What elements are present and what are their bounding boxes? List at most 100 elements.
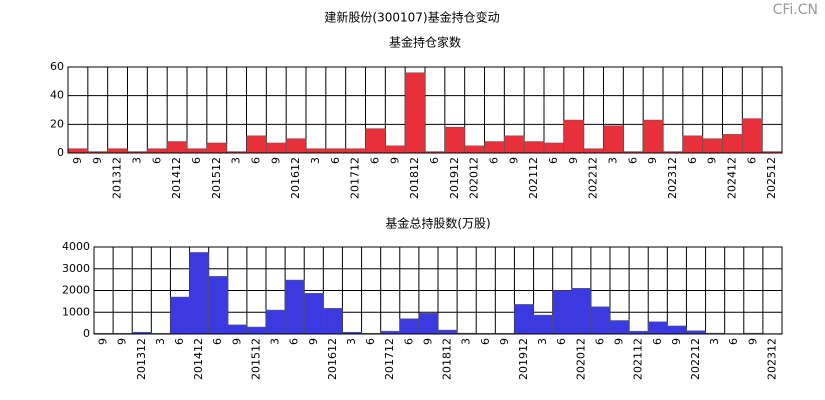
- x-tick-label: 6: [402, 338, 415, 345]
- x-tick-label: 6: [593, 338, 606, 345]
- x-tick-label: 6: [651, 338, 664, 345]
- plot-frame: [67, 66, 783, 154]
- x-tick-label: 202012: [574, 338, 587, 380]
- bar: [504, 135, 525, 154]
- x-tick-label: 201812: [408, 157, 421, 199]
- x-tick-label: 6: [211, 338, 224, 345]
- x-tick-label: 9: [670, 338, 683, 345]
- bar: [246, 135, 267, 154]
- x-tick-label: 9: [613, 338, 626, 345]
- bar: [590, 306, 611, 335]
- x-tick-label: 201912: [517, 338, 530, 380]
- x-tick-label: 201712: [349, 157, 362, 199]
- x-tick-label: 9: [71, 157, 84, 164]
- bar: [533, 314, 553, 335]
- x-tick-label: 6: [547, 157, 560, 164]
- x-tick-label: 201912: [448, 157, 461, 199]
- bar: [444, 126, 465, 154]
- x-tick-label: 9: [567, 157, 580, 164]
- bar: [246, 326, 267, 335]
- x-tick-label: 202112: [632, 338, 645, 380]
- x-tick-label: 3: [536, 338, 549, 345]
- x-tick-label: 202212: [689, 338, 702, 380]
- x-tick-label: 3: [154, 338, 167, 345]
- x-tick-label: 6: [626, 157, 639, 164]
- bar: [642, 119, 664, 154]
- y-tick-label: 3000: [62, 262, 90, 275]
- x-tick-label: 9: [746, 338, 759, 345]
- x-tick-label: 201812: [441, 338, 454, 380]
- y-tick-label: 0: [83, 327, 90, 340]
- x-tick-label: 9: [307, 338, 320, 345]
- x-tick-label: 6: [249, 157, 262, 164]
- x-tick-label: 6: [428, 157, 441, 164]
- bar: [170, 296, 190, 335]
- x-tick-label: 201412: [170, 157, 183, 199]
- bar: [742, 118, 763, 154]
- x-tick-label: 201412: [192, 338, 205, 380]
- x-tick-label: 3: [269, 338, 282, 345]
- bar: [305, 148, 327, 154]
- bar: [265, 309, 286, 335]
- x-tick-label: 9: [230, 338, 243, 345]
- x-tick-label: 6: [479, 338, 492, 345]
- bar: [107, 148, 128, 154]
- bar: [166, 141, 188, 154]
- x-tick-label: 9: [91, 157, 104, 164]
- x-tick-label: 202512: [765, 157, 778, 199]
- bar: [206, 142, 227, 154]
- bar: [147, 148, 168, 154]
- x-tick-label: 201312: [135, 338, 148, 380]
- bar: [303, 293, 324, 335]
- x-tick-label: 201712: [383, 338, 396, 380]
- x-tick-label: 3: [708, 338, 721, 345]
- bar: [208, 276, 229, 335]
- y-tick-label: 40: [50, 89, 64, 102]
- x-tick-label: 3: [606, 157, 619, 164]
- x-tick-label: 202012: [468, 157, 481, 199]
- chart-subtitle: 基金持仓家数: [389, 35, 461, 50]
- x-tick-label: 6: [190, 157, 203, 164]
- bar: [682, 135, 703, 154]
- y-tick-label: 60: [50, 60, 64, 73]
- bar: [603, 125, 624, 154]
- x-tick-label: 9: [116, 338, 129, 345]
- x-tick-label: 6: [487, 157, 500, 164]
- x-tick-label: 9: [421, 338, 434, 345]
- bar: [325, 148, 346, 154]
- x-tick-label: 202312: [666, 157, 679, 199]
- bar: [323, 308, 343, 335]
- bar: [385, 145, 406, 154]
- x-tick-label: 6: [727, 338, 740, 345]
- x-tick-label: 9: [269, 157, 282, 164]
- bar: [418, 313, 439, 335]
- x-tick-label: 9: [388, 157, 401, 164]
- bar: [563, 119, 584, 154]
- x-tick-label: 6: [288, 338, 301, 345]
- bar: [464, 145, 485, 154]
- bar: [285, 138, 307, 154]
- bar: [67, 148, 89, 154]
- x-tick-label: 6: [555, 338, 568, 345]
- x-tick-label: 6: [745, 157, 758, 164]
- bar: [345, 148, 366, 154]
- x-tick-label: 201312: [111, 157, 124, 199]
- x-tick-label: 202112: [527, 157, 540, 199]
- bar: [514, 304, 534, 335]
- bar: [609, 320, 630, 335]
- bar: [667, 325, 687, 335]
- bar: [702, 138, 723, 154]
- bar: [404, 72, 426, 154]
- y-tick-label: 20: [50, 117, 64, 130]
- x-tick-label: 6: [173, 338, 186, 345]
- bar: [284, 279, 305, 335]
- x-tick-label: 9: [646, 157, 659, 164]
- bar: [266, 142, 287, 154]
- y-tick-label: 0: [57, 146, 64, 159]
- plot-frame: [93, 246, 783, 335]
- bar: [583, 148, 604, 154]
- bar: [647, 321, 668, 335]
- y-tick-label: 1000: [62, 305, 90, 318]
- x-tick-label: 201512: [249, 338, 262, 380]
- bar: [227, 324, 248, 335]
